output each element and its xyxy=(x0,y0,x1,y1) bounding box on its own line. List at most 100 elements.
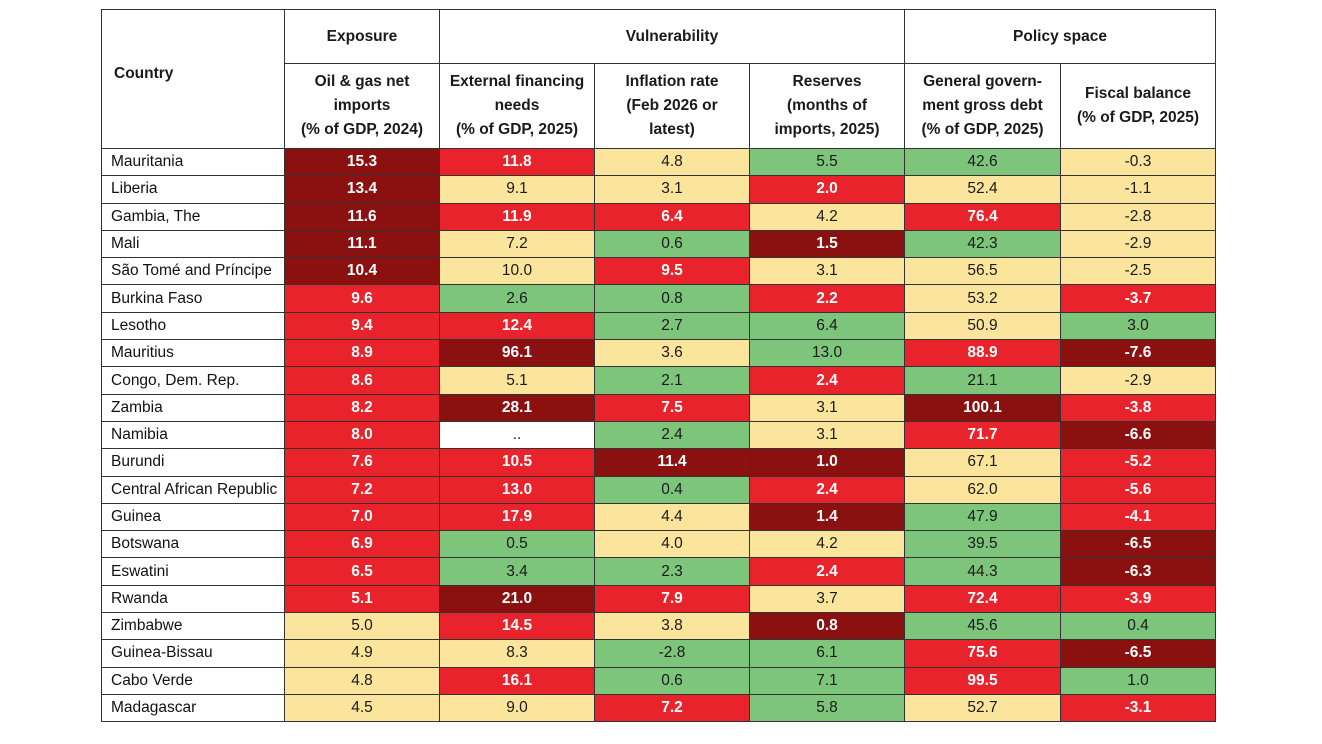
value-cell: 6.4 xyxy=(749,311,905,341)
value-cell: 5.1 xyxy=(284,584,440,614)
country-cell: Namibia xyxy=(101,420,285,450)
value-cell: 3.1 xyxy=(594,175,750,204)
column-header-fiscal-balance: Fiscal balance (% of GDP, 2025) xyxy=(1060,63,1216,149)
value-cell: 99.5 xyxy=(904,666,1061,695)
value-cell: 7.9 xyxy=(594,584,750,614)
value-cell: -2.9 xyxy=(1060,229,1216,259)
country-cell: Guinea xyxy=(101,502,285,532)
value-cell: -2.9 xyxy=(1060,366,1216,395)
country-cell: Mauritius xyxy=(101,339,285,368)
value-cell: 4.0 xyxy=(594,530,750,559)
value-cell: 6.1 xyxy=(749,639,905,668)
column-header-line: Fiscal balance xyxy=(1085,85,1191,102)
country-cell: Gambia, The xyxy=(101,202,285,231)
value-cell: 7.5 xyxy=(594,393,750,422)
table-row: Mauritania 15.3 11.8 4.8 5.5 42.6 -0.3 xyxy=(101,147,1216,177)
value-cell: 2.4 xyxy=(594,420,750,450)
value-cell: 7.0 xyxy=(284,502,440,532)
value-cell: -2.8 xyxy=(594,639,750,668)
column-header-line: ment gross debt xyxy=(922,97,1043,114)
group-header-row: Country Exposure Vulnerability Policy sp… xyxy=(101,9,1216,149)
value-cell: 6.5 xyxy=(284,557,440,586)
value-cell: 7.2 xyxy=(284,475,440,504)
column-header-line: imports, 2025) xyxy=(774,121,880,138)
table-row: Namibia 8.0.. 2.4 3.1 71.7 -6.6 xyxy=(101,420,1216,450)
value-cell: 4.8 xyxy=(284,666,440,695)
value-cell: 7.1 xyxy=(749,666,905,695)
value-cell: 52.4 xyxy=(904,175,1061,204)
value-cell: 2.4 xyxy=(749,475,905,504)
table-row: Burkina Faso 9.6 2.6 0.8 2.2 53.2 -3.7 xyxy=(101,284,1216,313)
value-cell: 2.4 xyxy=(749,366,905,395)
column-header-line: needs xyxy=(494,97,540,114)
value-cell: -3.7 xyxy=(1060,284,1216,313)
column-header-reserves: Reserves (months of imports, 2025) xyxy=(749,63,905,149)
value-cell: 13.4 xyxy=(284,175,440,204)
value-cell: 62.0 xyxy=(904,475,1061,504)
country-cell: Cabo Verde xyxy=(101,666,285,695)
value-cell: 56.5 xyxy=(904,257,1061,286)
value-cell: 42.3 xyxy=(904,229,1061,259)
value-cell: -3.8 xyxy=(1060,393,1216,422)
value-cell: 2.0 xyxy=(749,175,905,204)
country-cell: Burundi xyxy=(101,448,285,477)
value-cell: 3.7 xyxy=(749,584,905,614)
value-cell: 14.5 xyxy=(439,612,595,641)
table-row: Mauritius 8.9 96.1 3.6 13.0 88.9 -7.6 xyxy=(101,339,1216,368)
value-cell: 45.6 xyxy=(904,612,1061,641)
group-header-policy-space: Policy space xyxy=(904,9,1216,64)
column-header-line: (months of xyxy=(786,97,868,114)
value-cell: 3.1 xyxy=(749,257,905,286)
column-header-oil-gas-net-imports: Oil & gas net imports (% of GDP, 2024) xyxy=(284,63,440,149)
table-row: Eswatini 6.5 3.4 2.3 2.4 44.3 -6.3 xyxy=(101,557,1216,586)
value-cell: .. xyxy=(439,420,595,450)
value-cell: -6.5 xyxy=(1060,530,1216,559)
country-cell: Mauritania xyxy=(101,147,285,177)
value-cell: 2.2 xyxy=(749,284,905,313)
value-cell: -2.5 xyxy=(1060,257,1216,286)
value-cell: 6.9 xyxy=(284,530,440,559)
table-row: Liberia 13.4 9.1 3.1 2.0 52.4 -1.1 xyxy=(101,175,1216,204)
column-header-row: Oil & gas net imports (% of GDP, 2024) E… xyxy=(102,63,1216,149)
table-row: Central African Republic 7.2 13.0 0.4 2.4 62.… xyxy=(101,475,1216,504)
column-header-line: Reserves xyxy=(792,73,862,90)
value-cell: 44.3 xyxy=(904,557,1061,586)
value-cell: 47.9 xyxy=(904,502,1061,532)
value-cell: 0.6 xyxy=(594,229,750,259)
value-cell: 5.5 xyxy=(749,147,905,177)
value-cell: 11.6 xyxy=(284,202,440,231)
value-cell: -3.9 xyxy=(1060,584,1216,614)
table-row: Botswana 6.9 0.5 4.0 4.2 39.5 -6.5 xyxy=(101,530,1216,559)
value-cell: 17.9 xyxy=(439,502,595,532)
table-row: Mali 11.1 7.2 0.6 1.5 42.3 -2.9 xyxy=(101,229,1216,259)
value-cell: 11.8 xyxy=(439,147,595,177)
value-cell: -6.5 xyxy=(1060,639,1216,668)
value-cell: 28.1 xyxy=(439,393,595,422)
value-cell: 8.9 xyxy=(284,339,440,368)
table-row: Zambia 8.2 28.1 7.5 3.1 100.1 -3.8 xyxy=(101,393,1216,422)
value-cell: 88.9 xyxy=(904,339,1061,368)
table-row: Lesotho 9.4 12.4 2.7 6.4 50.9 3.0 xyxy=(101,311,1216,341)
value-cell: 16.1 xyxy=(439,666,595,695)
value-cell: 15.3 xyxy=(284,147,440,177)
value-cell: 10.4 xyxy=(284,257,440,286)
value-cell: -1.1 xyxy=(1060,175,1216,204)
value-cell: 3.8 xyxy=(594,612,750,641)
country-cell: Congo, Dem. Rep. xyxy=(101,366,285,395)
country-column-header: Country xyxy=(101,9,285,149)
value-cell: 0.4 xyxy=(1060,612,1216,641)
value-cell: 50.9 xyxy=(904,311,1061,341)
value-cell: 2.7 xyxy=(594,311,750,341)
value-cell: 9.4 xyxy=(284,311,440,341)
column-header-line: External financing xyxy=(449,73,585,90)
value-cell: 7.2 xyxy=(594,693,750,723)
country-cell: Madagascar xyxy=(101,693,285,723)
country-cell: Lesotho xyxy=(101,311,285,341)
value-cell: 67.1 xyxy=(904,448,1061,477)
value-cell: 6.4 xyxy=(594,202,750,231)
table-row: Guinea-Bissau 4.9 8.3 -2.8 6.1 75.6 -6.5 xyxy=(101,639,1216,668)
column-header-inflation-rate: Inflation rate (Feb 2026 or latest) xyxy=(594,63,750,149)
country-cell: Mali xyxy=(101,229,285,259)
value-cell: 75.6 xyxy=(904,639,1061,668)
country-cell: Eswatini xyxy=(101,557,285,586)
